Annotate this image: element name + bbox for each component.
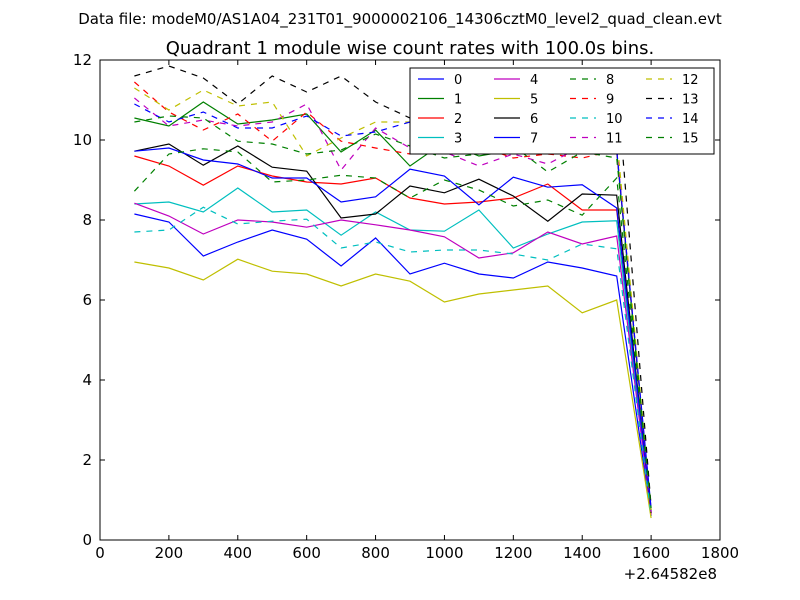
legend-label-5: 5 [530, 93, 538, 108]
series-line-4 [134, 202, 652, 516]
x-tick-label: 800 [361, 544, 390, 562]
x-tick-label: 1800 [701, 544, 739, 562]
x-offset-label: +2.64582e8 [624, 565, 717, 583]
legend-label-9: 9 [606, 93, 614, 108]
legend-label-2: 2 [454, 112, 462, 127]
series-line-1 [134, 101, 652, 513]
y-tick-label: 10 [73, 131, 92, 149]
legend-label-13: 13 [682, 93, 699, 108]
x-tick-label: 600 [292, 544, 321, 562]
data-file-label: Data file: modeM0/AS1A04_231T01_90000021… [78, 10, 722, 29]
x-tick-label: 0 [95, 544, 105, 562]
series-line-7 [134, 147, 652, 512]
series-line-12 [134, 87, 652, 511]
y-tick-label: 4 [82, 371, 92, 389]
legend-box [409, 67, 715, 155]
legend-label-14: 14 [682, 112, 699, 127]
legend-label-4: 4 [530, 73, 538, 88]
series-line-3 [134, 187, 652, 517]
series-line-9 [134, 81, 652, 511]
legend-label-11: 11 [606, 132, 623, 147]
x-tick-label: 1400 [563, 544, 601, 562]
x-tick-label: 1000 [425, 544, 463, 562]
y-tick-label: 0 [82, 531, 92, 549]
legend-label-7: 7 [530, 132, 538, 147]
y-tick-label: 6 [82, 291, 92, 309]
series-line-2 [134, 155, 652, 515]
legend-label-1: 1 [454, 93, 462, 108]
series-line-0 [134, 213, 652, 517]
y-tick-label: 8 [82, 211, 92, 229]
legend-label-0: 0 [454, 73, 462, 88]
series-line-5 [134, 258, 652, 519]
y-tick-label: 2 [82, 451, 92, 469]
legend-label-15: 15 [682, 132, 699, 147]
x-tick-label: 1600 [632, 544, 670, 562]
x-tick-label: 1200 [494, 544, 532, 562]
legend-label-12: 12 [682, 73, 699, 88]
legend-label-10: 10 [606, 112, 623, 127]
series-line-6 [134, 143, 652, 513]
series-line-15 [134, 115, 652, 509]
chart-title: Quadrant 1 module wise count rates with … [166, 38, 655, 59]
series-line-8 [133, 148, 652, 511]
series-line-11 [134, 97, 652, 513]
x-tick-label: 200 [155, 544, 184, 562]
legend-label-6: 6 [530, 112, 538, 127]
legend-label-3: 3 [454, 132, 462, 147]
series-line-10 [134, 206, 652, 516]
x-tick-label: 400 [223, 544, 252, 562]
y-tick-label: 12 [73, 51, 92, 69]
axes: 0 200 400 600 800 1000 1200 1400 1600 18000246810… [73, 51, 739, 562]
legend-label-8: 8 [606, 73, 614, 88]
